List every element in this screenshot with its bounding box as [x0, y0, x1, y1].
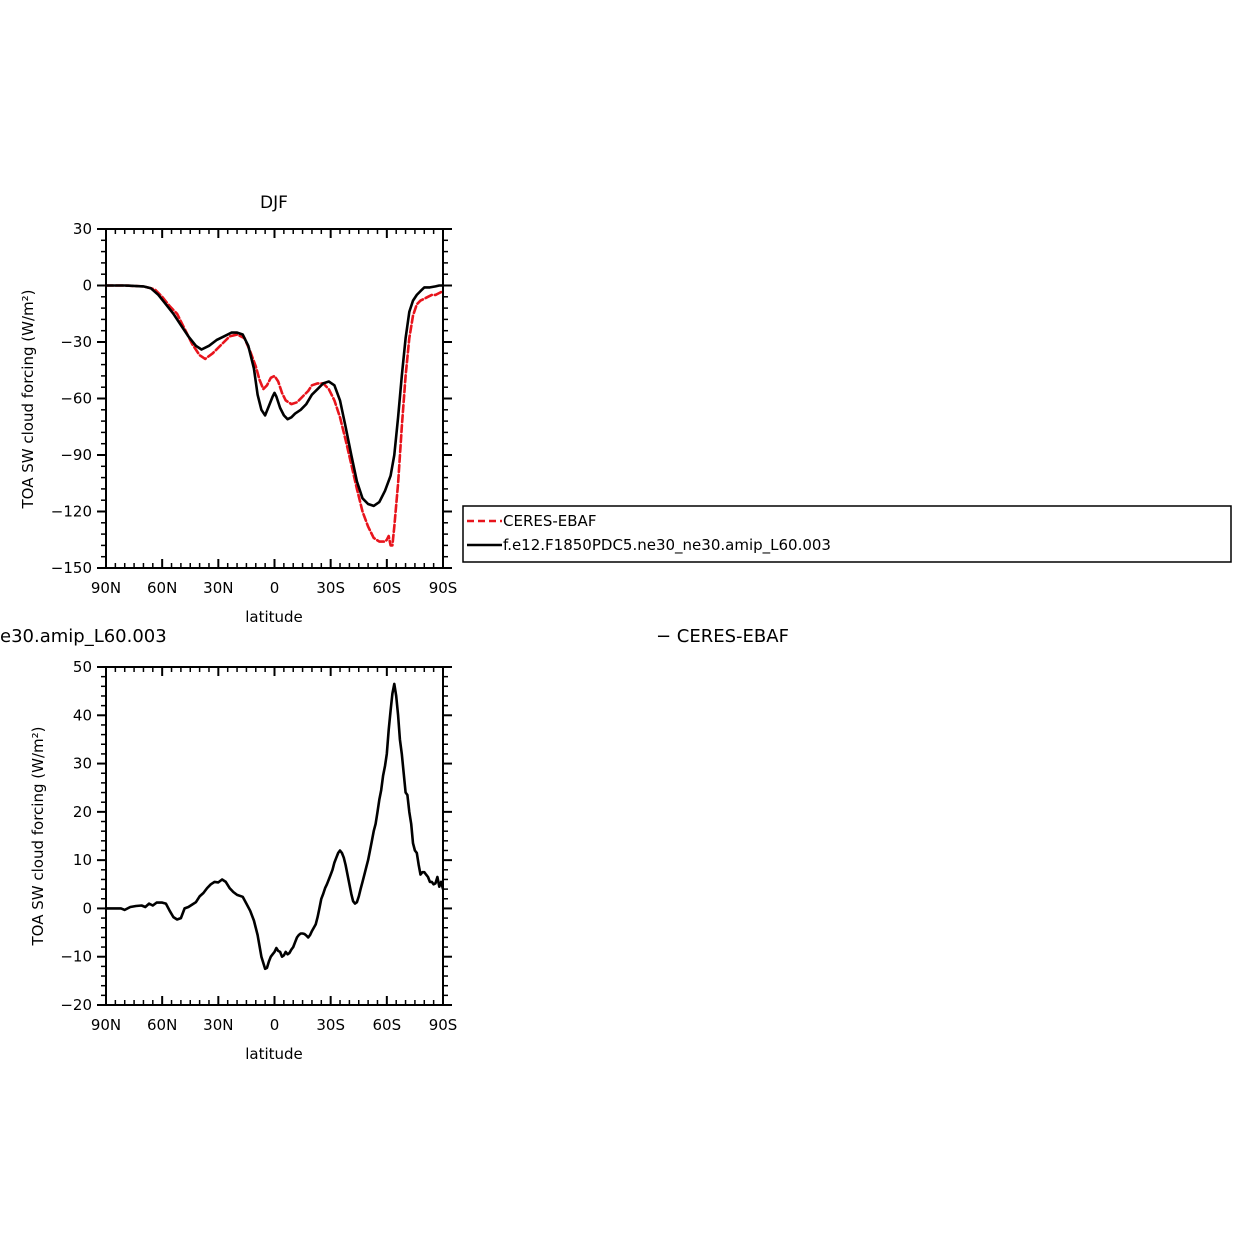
- legend-label-ceres: CERES-EBAF: [503, 512, 596, 530]
- y-tick-label: 50: [73, 658, 92, 676]
- y-tick-label: −10: [60, 948, 92, 966]
- x-tick-label: 30N: [203, 579, 233, 597]
- x-tick-label: 60N: [147, 1016, 177, 1034]
- y-axis-label: TOA SW cloud forcing (W/m²): [29, 727, 47, 947]
- chart-panel-top: DJF 90N 60N 30N 0 30S 60S 90S −150 −120 −90 −60 −30…: [19, 193, 457, 626]
- x-axis-label: latitude: [245, 608, 303, 626]
- series-line-ceres-ebaf: [104, 284, 445, 547]
- x-tick-label: 0: [270, 1016, 280, 1034]
- chart-title-left: e30.amip_L60.003: [0, 626, 167, 647]
- y-tick-label: −90: [60, 446, 92, 464]
- y-tick-label: 20: [73, 803, 92, 821]
- series-layer: [104, 682, 445, 971]
- y-tick-label: 0: [82, 899, 92, 917]
- x-tick-label: 30S: [316, 1016, 345, 1034]
- y-tick-label: 40: [73, 706, 92, 724]
- x-tick-label: 60S: [373, 579, 402, 597]
- legend-frame: [462, 505, 1232, 563]
- tick-labels: 90N 60N 30N 0 30S 60S 90S −150 −120 −90 −60 −30 0 30: [51, 220, 458, 597]
- y-tick-label: −30: [60, 333, 92, 351]
- y-tick-label: 30: [73, 220, 92, 238]
- y-tick-label: 0: [82, 277, 92, 295]
- x-tick-label: 60N: [147, 579, 177, 597]
- plot-frame: [105, 666, 444, 1006]
- x-axis-label: latitude: [245, 1045, 303, 1063]
- x-tick-label: 0: [270, 579, 280, 597]
- x-tick-label: 90S: [429, 579, 458, 597]
- y-tick-label: −120: [51, 503, 92, 521]
- y-tick-label: −150: [51, 559, 92, 577]
- y-tick-label: 30: [73, 755, 92, 773]
- x-tick-label: 30N: [203, 1016, 233, 1034]
- series-line-f-e12-f1850pdc5-ne30-ne30-amip-l60-003: [104, 284, 445, 508]
- chart-title: DJF: [260, 193, 288, 213]
- x-tick-label: 90N: [91, 1016, 121, 1034]
- chart-title-right: − CERES-EBAF: [656, 626, 789, 647]
- y-tick-label: −60: [60, 390, 92, 408]
- plot-frame: [105, 228, 444, 569]
- legend-label-model: f.e12.F1850PDC5.ne30_ne30.amip_L60.003: [503, 536, 831, 555]
- x-tick-label: 60S: [373, 1016, 402, 1034]
- y-tick-label: 10: [73, 851, 92, 869]
- y-tick-label: −20: [60, 996, 92, 1014]
- tick-labels: 90N 60N 30N 0 30S 60S 90S −20 −10 0 10 20 30 40 50: [60, 658, 457, 1034]
- y-axis-label: TOA SW cloud forcing (W/m²): [19, 290, 37, 510]
- series-line-difference: [104, 682, 445, 971]
- series-layer: [104, 284, 445, 547]
- x-tick-label: 90S: [429, 1016, 458, 1034]
- chart-panel-bottom: e30.amip_L60.003 − CERES-EBAF 90N 60N 30N 0…: [0, 626, 789, 1063]
- x-tick-label: 30S: [316, 579, 345, 597]
- legend: CERES-EBAF f.e12.F1850PDC5.ne30_ne30.ami…: [462, 505, 1232, 563]
- x-tick-label: 90N: [91, 579, 121, 597]
